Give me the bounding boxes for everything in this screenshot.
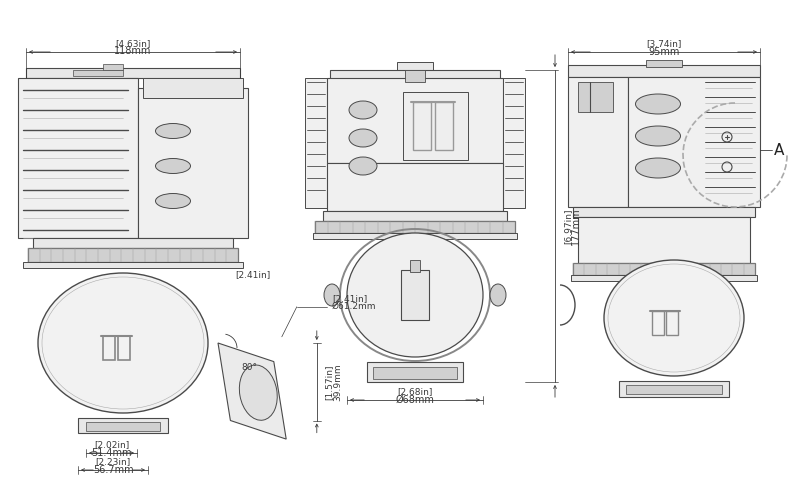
Text: [2.02in]: [2.02in] (93, 441, 129, 449)
Bar (305, 78, 327, 208)
Polygon shape (218, 343, 286, 439)
Bar (652, 311, 664, 335)
Bar (315, 221, 515, 233)
Text: [3.74in]: [3.74in] (646, 39, 682, 48)
Ellipse shape (240, 365, 277, 420)
Bar (503, 78, 525, 208)
Text: 177mm: 177mm (571, 207, 581, 245)
Bar (405, 70, 425, 82)
Bar (619, 381, 729, 397)
Text: 51.4mm: 51.4mm (91, 448, 132, 458)
Bar (26, 68, 240, 78)
Text: [1.57in]: [1.57in] (325, 364, 334, 399)
Bar (330, 70, 500, 84)
Bar (578, 217, 750, 263)
Text: 80°: 80° (241, 364, 257, 373)
Ellipse shape (324, 284, 340, 306)
Ellipse shape (38, 273, 208, 413)
Bar (323, 211, 507, 221)
Bar (573, 263, 755, 275)
Text: [2.23in]: [2.23in] (95, 457, 130, 467)
Text: Ø61.2mm: Ø61.2mm (332, 302, 376, 311)
Bar (410, 260, 420, 272)
Bar (573, 207, 755, 217)
Ellipse shape (635, 94, 681, 114)
Ellipse shape (635, 158, 681, 178)
Ellipse shape (349, 101, 377, 119)
Text: [2.41in]: [2.41in] (235, 271, 270, 280)
Bar (401, 270, 429, 320)
Ellipse shape (635, 126, 681, 146)
Bar (73, 70, 123, 76)
Bar (571, 275, 757, 281)
Bar (367, 362, 463, 382)
Bar (578, 82, 613, 112)
Bar (23, 262, 243, 268)
Bar (413, 102, 431, 150)
Bar (397, 62, 433, 70)
Bar (86, 422, 160, 431)
Bar (103, 64, 123, 70)
Ellipse shape (349, 129, 377, 147)
Ellipse shape (156, 194, 190, 208)
Text: [2.68in]: [2.68in] (397, 388, 433, 397)
Text: A: A (774, 142, 785, 158)
Bar (118, 336, 130, 360)
Ellipse shape (604, 260, 744, 376)
Ellipse shape (156, 159, 190, 173)
Bar (78, 418, 168, 433)
Bar (18, 78, 138, 238)
Bar (313, 233, 517, 239)
Bar (143, 78, 243, 98)
Bar (373, 367, 457, 379)
Ellipse shape (347, 233, 483, 357)
Ellipse shape (490, 284, 506, 306)
Text: [2.41in]: [2.41in] (332, 294, 367, 303)
Bar (138, 88, 248, 238)
Text: 56.7mm: 56.7mm (93, 465, 133, 475)
Bar (28, 248, 238, 262)
Bar (33, 238, 233, 248)
Bar (666, 311, 678, 335)
Bar (103, 336, 115, 360)
Bar (628, 77, 760, 207)
Ellipse shape (156, 124, 190, 138)
Text: 95mm: 95mm (648, 47, 680, 57)
Bar (327, 78, 503, 163)
Bar (435, 102, 453, 150)
Bar (403, 92, 468, 160)
Text: Ø68mm: Ø68mm (396, 395, 435, 405)
Bar (568, 77, 628, 207)
Text: [4.63in]: [4.63in] (115, 39, 151, 48)
Bar (327, 163, 503, 211)
Text: 39.9mm: 39.9mm (333, 363, 342, 400)
Bar (568, 65, 760, 77)
Ellipse shape (349, 157, 377, 175)
Text: [6.97in]: [6.97in] (563, 208, 572, 244)
Text: 118mm: 118mm (114, 46, 152, 56)
Bar (626, 385, 722, 394)
Bar (646, 60, 682, 67)
